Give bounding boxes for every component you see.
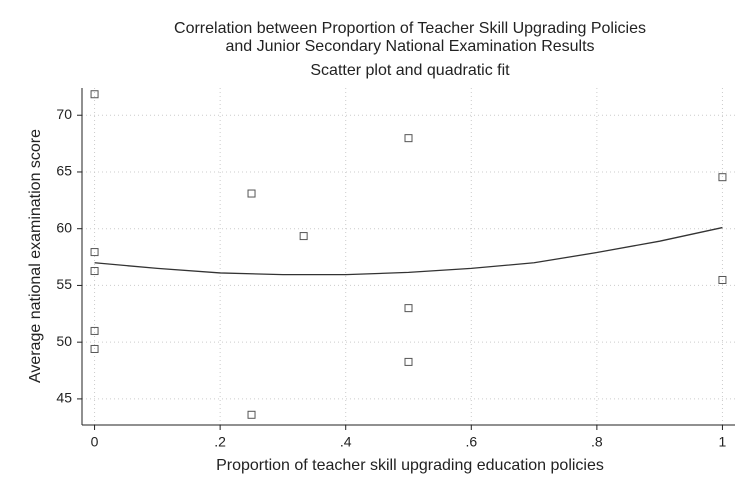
x-axis-title: Proportion of teacher skill upgrading ed… <box>216 457 604 474</box>
point <box>718 275 727 284</box>
fit-line <box>94 226 723 276</box>
y-tick-label: 45 <box>56 390 72 406</box>
chart-title: Correlation between Proportion of Teache… <box>174 20 646 37</box>
y-tick-label: 55 <box>56 276 72 292</box>
point <box>247 189 256 198</box>
point <box>718 173 727 182</box>
point <box>404 134 413 143</box>
y-tick-label: 50 <box>56 333 72 349</box>
x-tick-label: .2 <box>214 434 226 450</box>
point <box>299 232 308 241</box>
chart-title: and Junior Secondary National Examinatio… <box>225 38 594 55</box>
point <box>90 326 99 335</box>
point <box>90 248 99 257</box>
point <box>90 344 99 353</box>
x-tick-label: .6 <box>465 434 477 450</box>
x-tick-label: 1 <box>719 434 727 450</box>
y-axis-title: Average national examination score <box>27 129 44 383</box>
y-tick-label: 70 <box>56 106 72 122</box>
point <box>90 267 99 276</box>
x-tick-label: .8 <box>591 434 603 450</box>
x-tick-label: .4 <box>340 434 352 450</box>
y-tick-label: 65 <box>56 163 72 179</box>
point <box>404 357 413 366</box>
chart-subtitle: Scatter plot and quadratic fit <box>310 62 510 79</box>
point <box>404 304 413 313</box>
point <box>247 410 256 419</box>
x-tick-label: 0 <box>91 434 99 450</box>
y-tick-label: 60 <box>56 219 72 235</box>
point <box>90 90 99 99</box>
